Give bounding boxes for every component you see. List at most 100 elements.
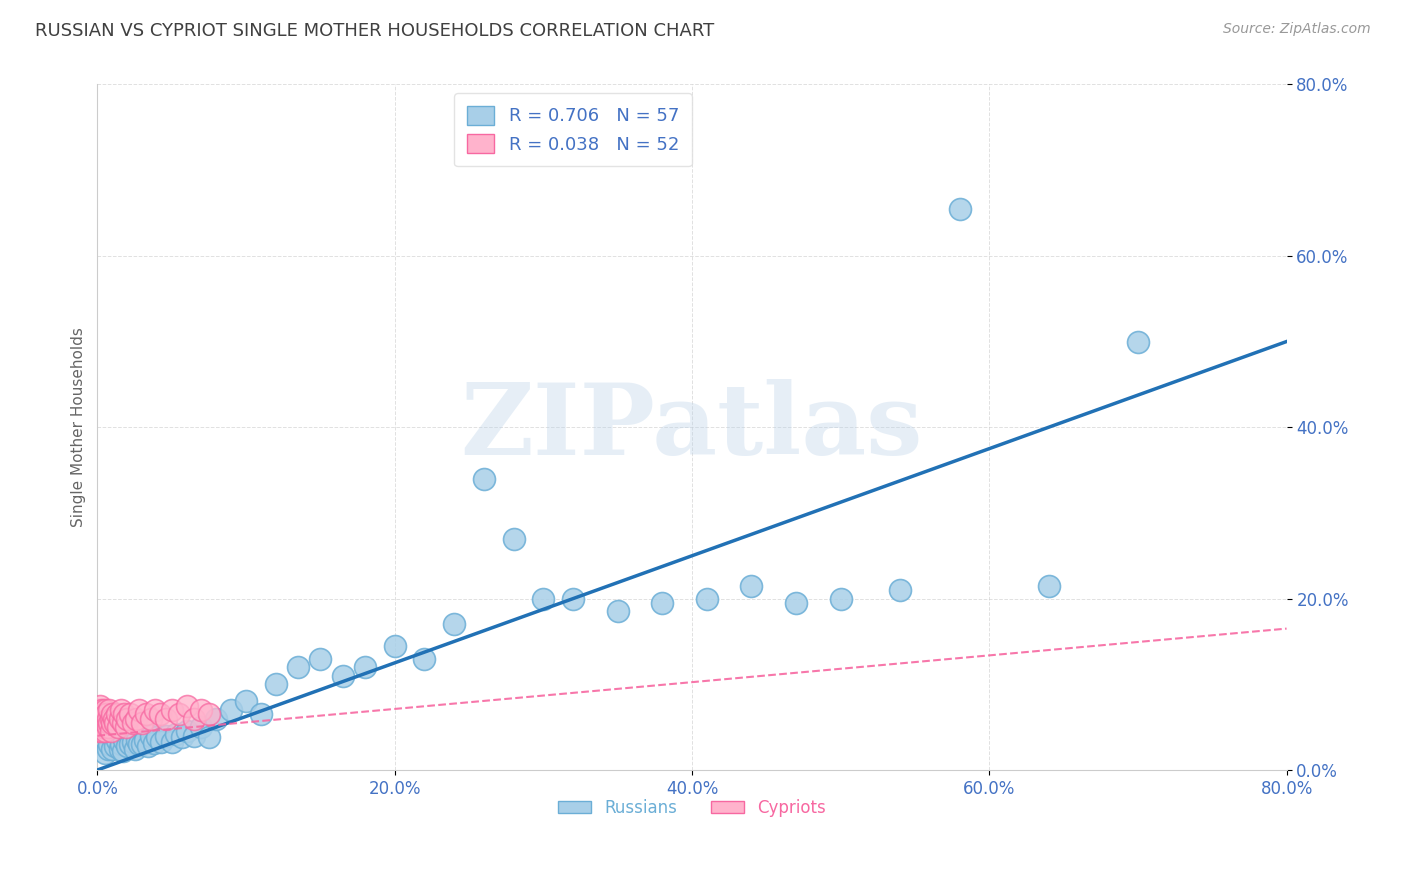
Point (443, 617, 465, 632)
Point (309, 651, 332, 665)
Point (101, 715, 124, 730)
Point (98, 715, 121, 730)
Point (87, 712, 110, 726)
Point (98, 737, 121, 751)
Y-axis label: Single Mother Households: Single Mother Households (72, 327, 86, 527)
Point (219, 703, 242, 717)
Point (190, 703, 212, 717)
Point (785, 596, 807, 610)
Point (101, 707, 124, 722)
Point (105, 733, 128, 747)
Point (94, 746, 117, 760)
Point (135, 707, 157, 722)
Point (562, 591, 585, 606)
Point (235, 694, 257, 708)
Point (115, 712, 138, 726)
Point (104, 715, 127, 730)
Point (146, 731, 169, 745)
Point (354, 660, 377, 674)
Point (90, 712, 112, 726)
Point (89, 698, 111, 713)
Point (606, 604, 628, 618)
Point (122, 735, 145, 749)
Point (91, 715, 114, 730)
Point (128, 703, 150, 717)
Point (384, 639, 406, 653)
Point (131, 715, 153, 730)
Point (89, 707, 111, 722)
Point (287, 660, 309, 674)
Point (264, 677, 287, 691)
Point (889, 582, 911, 597)
Point (112, 707, 135, 722)
Point (125, 712, 148, 726)
Point (120, 737, 142, 751)
Point (198, 731, 221, 745)
Text: Source: ZipAtlas.com: Source: ZipAtlas.com (1223, 22, 1371, 37)
Point (105, 707, 128, 722)
Point (830, 591, 852, 606)
Point (91, 720, 114, 734)
Point (103, 712, 125, 726)
Point (160, 703, 183, 717)
Point (87, 703, 110, 717)
Point (205, 712, 228, 726)
Point (115, 739, 138, 753)
Point (114, 720, 136, 734)
Point (97, 712, 120, 726)
Point (97, 741, 120, 756)
Point (740, 579, 762, 593)
Point (155, 729, 177, 743)
Point (183, 712, 205, 726)
Point (94, 724, 117, 739)
Point (139, 729, 162, 743)
Point (108, 712, 131, 726)
Point (111, 715, 134, 730)
Point (104, 739, 127, 753)
Point (127, 733, 149, 747)
Point (100, 712, 122, 726)
Point (139, 712, 162, 726)
Text: ZIPatlas: ZIPatlas (461, 379, 924, 475)
Point (90, 715, 112, 730)
Point (124, 741, 146, 756)
Point (112, 733, 135, 747)
Point (128, 737, 150, 751)
Point (651, 596, 673, 610)
Point (531, 591, 554, 606)
Text: RUSSIAN VS CYPRIOT SINGLE MOTHER HOUSEHOLDS CORRELATION CHART: RUSSIAN VS CYPRIOT SINGLE MOTHER HOUSEHO… (35, 22, 714, 40)
Point (165, 727, 187, 741)
Point (94, 703, 117, 717)
Point (143, 703, 166, 717)
Point (696, 591, 718, 606)
Point (176, 724, 198, 739)
Point (120, 707, 142, 722)
Point (472, 472, 495, 486)
Point (96, 707, 118, 722)
Point (198, 707, 221, 722)
Point (107, 720, 129, 734)
Point (948, 202, 970, 216)
Point (149, 707, 172, 722)
Point (90, 724, 112, 739)
Point (111, 744, 134, 758)
Point (502, 532, 524, 546)
Legend: Russians, Cypriots: Russians, Cypriots (551, 792, 832, 823)
Point (94, 712, 117, 726)
Point (96, 715, 118, 730)
Point (97, 720, 120, 734)
Point (250, 707, 273, 722)
Point (110, 703, 132, 717)
Point (172, 731, 194, 745)
Point (167, 707, 190, 722)
Point (98, 703, 121, 717)
Point (142, 735, 165, 749)
Point (108, 741, 131, 756)
Point (160, 735, 183, 749)
Point (131, 737, 153, 751)
Point (87, 724, 110, 739)
Point (183, 729, 205, 743)
Point (91, 707, 114, 722)
Point (89, 720, 111, 734)
Point (122, 715, 145, 730)
